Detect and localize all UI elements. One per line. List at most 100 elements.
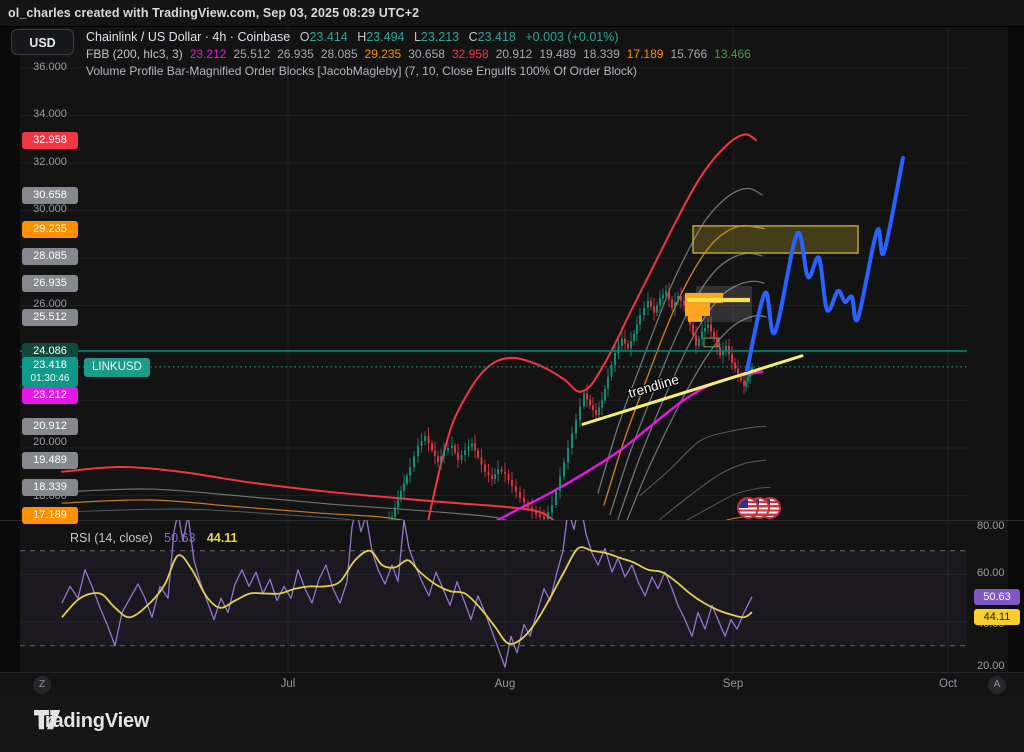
fbb-values: 23.212 25.512 26.935 28.085 29.235 30.658 32.9… xyxy=(183,47,751,61)
scale-label-badge: 25.512 xyxy=(22,309,78,326)
tradingview-logo[interactable]: TradingView xyxy=(34,710,149,733)
fbb-band-value: 23.212 xyxy=(189,47,227,61)
trendline-drawing[interactable] xyxy=(581,354,804,426)
legend-fbb-row[interactable]: FBB (200, hlc3, 3) 23.212 25.512 26.935 28.0… xyxy=(86,46,846,62)
flag-circle-icon xyxy=(737,497,759,519)
left-gutter xyxy=(0,26,20,697)
main-chart-canvas[interactable]: trendline xyxy=(0,26,1024,520)
supply-zone-box xyxy=(692,225,859,254)
fbb-band-value: 20.912 xyxy=(495,47,533,61)
ohlc-low-key: L xyxy=(413,30,421,44)
scale-label-badge: 17.189 xyxy=(22,507,78,524)
scale-label-badge: 29.235 xyxy=(22,221,78,238)
ohlc-low-value: 23.213 xyxy=(420,30,460,44)
fbb-band-band-19489 xyxy=(659,459,767,520)
fbb-band-orange-left xyxy=(61,499,405,520)
change-value: +0.003 (+0.01%) xyxy=(525,30,619,44)
time-axis-label: Aug xyxy=(494,678,516,690)
right-gutter xyxy=(1008,26,1024,697)
fbb-band-band-30658 xyxy=(597,187,763,494)
fbb-band-band-20912 xyxy=(639,425,767,497)
scale-label-badge: 32.958 xyxy=(22,132,78,149)
rsi-value: 50.63 xyxy=(164,531,196,545)
tradingview-mark-icon xyxy=(34,710,61,730)
fbb-bands xyxy=(61,133,771,520)
fbb-band-band-25512 xyxy=(626,314,767,520)
scale-label-badge: 18.339 xyxy=(22,479,78,496)
rsi-band-fill xyxy=(20,550,967,646)
order-block xyxy=(688,315,702,322)
scale-label-badge: 28.085 xyxy=(22,248,78,265)
fbb-band-value: 26.935 xyxy=(277,47,314,61)
fbb-band-value: 32.958 xyxy=(451,47,489,61)
scale-label-badge: 30.658 xyxy=(22,187,78,204)
ohlc-close-key: C xyxy=(468,30,478,44)
tradingview-brand-text: TradingView xyxy=(34,710,150,732)
scale-label: 32.000 xyxy=(33,156,67,168)
footer: TradingView xyxy=(0,697,1024,752)
rsi-ma-line xyxy=(61,546,753,645)
scale-label-badge: 26.935 xyxy=(22,275,78,292)
fbb-band-value: 19.489 xyxy=(539,47,577,61)
scale-label: 26.000 xyxy=(33,298,67,310)
timezone-button[interactable]: Z xyxy=(33,676,51,694)
scale-label-badge: 50.63 xyxy=(974,589,1020,605)
time-axis-label: Oct xyxy=(939,678,957,690)
fbb-band-value: 29.235 xyxy=(364,47,402,61)
ohlc-open-key: O xyxy=(299,30,310,44)
fbb-band-value: 13.466 xyxy=(714,47,751,61)
auto-scale-button[interactable]: A xyxy=(988,676,1006,694)
small-order-block-outline xyxy=(703,337,720,348)
currency-button[interactable]: USD xyxy=(11,29,74,55)
rsi-legend[interactable]: RSI (14, close) 50.63 44.11 xyxy=(70,531,238,545)
fbb-band-band-29235 xyxy=(603,224,765,506)
legend: Chainlink / US Dollar · 4h · Coinbase O2… xyxy=(86,29,846,80)
scale-label-badge: 19.489 xyxy=(22,452,78,469)
rsi-canvas[interactable] xyxy=(0,520,1024,672)
current-price: 23.418 xyxy=(33,359,67,371)
legend-symbol-row[interactable]: Chainlink / US Dollar · 4h · Coinbase O2… xyxy=(86,29,846,45)
flags-icon[interactable] xyxy=(737,497,785,521)
scale-label-badge: 24.086 xyxy=(22,343,78,360)
scale-label: 34.000 xyxy=(33,108,67,120)
attribution-bar: ol_charles created with TradingView.com,… xyxy=(0,0,1024,27)
fbb-band-value: 28.085 xyxy=(320,47,358,61)
projection-path-drawing[interactable] xyxy=(745,156,905,373)
order-block-midline xyxy=(687,297,750,303)
drawing-boxes[interactable] xyxy=(685,225,859,348)
rsi-gridlines xyxy=(20,520,967,672)
fbb-band-band-18339 xyxy=(686,486,771,520)
fbb-band-gray-left-2 xyxy=(61,508,357,520)
time-axis-label: Sep xyxy=(722,678,744,690)
rsi-line xyxy=(61,520,753,668)
fbb-band-value: 15.766 xyxy=(670,47,708,61)
time-axis[interactable]: Z A Jul Aug Sep Oct xyxy=(0,672,1024,698)
scale-label: 36.000 xyxy=(33,61,67,73)
main-gridlines xyxy=(20,26,967,520)
scale-label: 80.00 xyxy=(977,520,1005,532)
scale-label: 60.00 xyxy=(977,567,1005,579)
rsi-title: RSI (14, close) xyxy=(70,531,153,545)
fbb-band-band-26935 xyxy=(617,280,765,520)
ohlc-open-value: 23.414 xyxy=(309,30,348,44)
ohlc-high-value: 23.494 xyxy=(366,30,405,44)
panel-divider[interactable] xyxy=(0,520,1024,521)
bar-countdown: 01:30:46 xyxy=(30,373,70,384)
scale-label-badge: 23.212 xyxy=(22,387,78,404)
ohlc-high-key: H xyxy=(357,30,367,44)
attribution-text: ol_charles created with TradingView.com,… xyxy=(8,6,420,20)
fbb-band-value: 25.512 xyxy=(233,47,271,61)
fbb-band-value: 18.339 xyxy=(583,47,620,61)
chart-background xyxy=(0,26,1024,697)
current-price-badge: 23.418 01:30:46 xyxy=(22,357,78,387)
fbb-band-gray-left-1 xyxy=(61,488,508,520)
symbol-tag[interactable]: LINKUSD xyxy=(84,358,150,377)
fbb-band-value: 30.658 xyxy=(408,47,445,61)
legend-volume-profile-row[interactable]: Volume Profile Bar-Magnified Order Block… xyxy=(86,63,846,79)
fbb-band-red-left xyxy=(61,465,555,520)
scale-label-badge: 44.11 xyxy=(974,609,1020,625)
scale-label: 20.000 xyxy=(33,436,67,448)
scale-label-badge: 20.912 xyxy=(22,418,78,435)
time-axis-label: Jul xyxy=(280,678,296,690)
scale-label: 20.00 xyxy=(977,660,1005,672)
